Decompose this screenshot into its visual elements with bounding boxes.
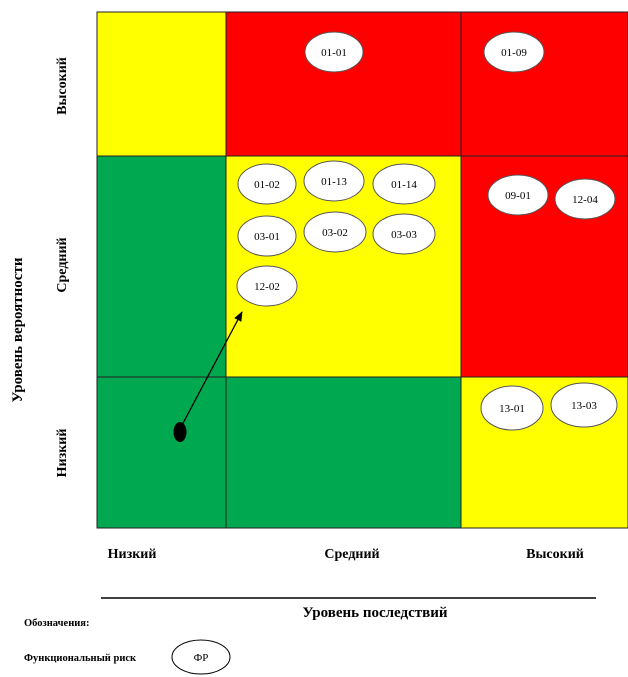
legend-title: Обозначения: — [24, 618, 90, 629]
row-label-medium: Средний — [55, 237, 70, 292]
risk-bubble-01-13: 01-13 — [303, 160, 365, 202]
cell-low-low — [96, 376, 227, 529]
legend-item-label: Функциональный риск — [24, 653, 137, 664]
cell-high-high — [460, 11, 628, 157]
risk-label: 12-02 — [254, 281, 280, 293]
risk-label: 01-13 — [321, 176, 347, 188]
cell-medium-low — [96, 155, 227, 378]
risk-label: 03-02 — [322, 227, 348, 239]
risk-label: 03-03 — [391, 229, 417, 241]
y-axis-title: Уровень вероятности — [10, 257, 26, 402]
risk-bubble-01-14: 01-14 — [372, 163, 436, 205]
current-position-marker — [173, 422, 187, 442]
col-label-medium: Средний — [324, 547, 379, 562]
risk-bubble-03-02: 03-02 — [303, 211, 367, 253]
risk-label: 01-01 — [321, 47, 347, 59]
risk-label: 03-01 — [254, 231, 280, 243]
risk-label: 12-04 — [572, 194, 598, 206]
risk-label: 13-03 — [571, 400, 597, 412]
cell-high-low — [96, 11, 227, 157]
risk-bubble-03-03: 03-03 — [372, 213, 436, 255]
risk-label: 01-09 — [501, 47, 527, 59]
legend-symbol-text: ФР — [194, 652, 209, 664]
risk-bubble-01-02: 01-02 — [237, 163, 297, 205]
risk-bubble-03-01: 03-01 — [237, 215, 297, 257]
legend-symbol: ФР — [171, 639, 231, 675]
risk-bubble-13-01: 13-01 — [480, 385, 544, 431]
row-label-low: Низкий — [55, 429, 70, 478]
col-label-high: Высокий — [526, 547, 584, 562]
cell-low-medium — [225, 376, 462, 529]
risk-label: 13-01 — [499, 403, 525, 415]
x-axis-title: Уровень последствий — [302, 605, 447, 621]
risk-label: 01-14 — [391, 179, 417, 191]
risk-bubble-12-02: 12-02 — [236, 265, 298, 307]
risk-bubble-13-03: 13-03 — [550, 382, 618, 428]
transition-arrow — [180, 311, 243, 428]
risk-label: 09-01 — [505, 190, 531, 202]
risk-bubble-09-01: 09-01 — [487, 174, 549, 216]
risk-label: 01-02 — [254, 179, 280, 191]
risk-bubble-12-04: 12-04 — [554, 178, 616, 220]
col-label-low: Низкий — [108, 547, 157, 562]
risk-bubble-01-01: 01-01 — [304, 31, 364, 73]
row-label-high: Высокий — [55, 57, 70, 115]
risk-bubble-01-09: 01-09 — [483, 31, 545, 73]
